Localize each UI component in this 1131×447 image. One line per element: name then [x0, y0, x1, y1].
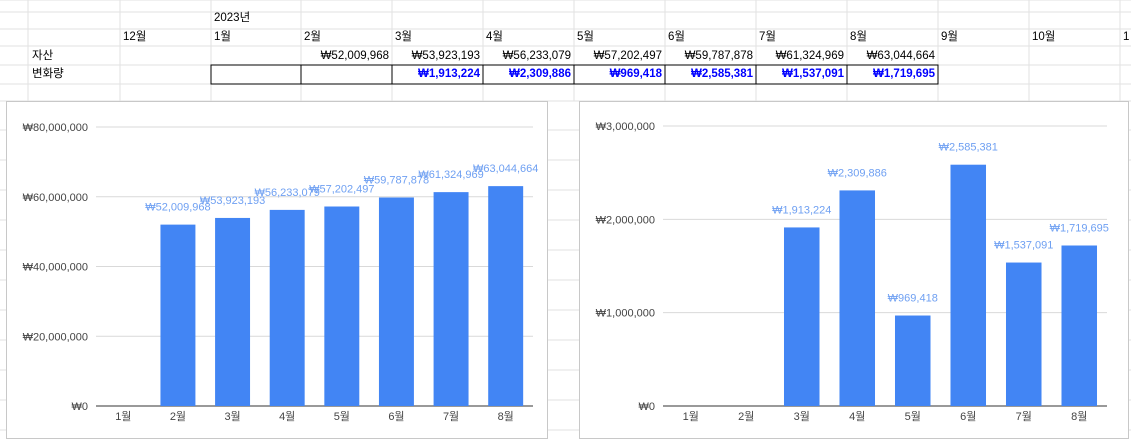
y-tick-label: ₩2,000,000 [596, 214, 655, 226]
x-tick-label: 7월 [443, 410, 459, 423]
month-header[interactable]: 12월 [123, 31, 147, 43]
x-tick-label: 5월 [905, 410, 921, 423]
bar[interactable] [1061, 245, 1098, 406]
cell-value[interactable]: ₩1,537,091 [781, 68, 844, 80]
bar[interactable] [894, 315, 931, 406]
month-header[interactable]: 2월 [304, 31, 321, 43]
year-label[interactable]: 2023년 [214, 12, 251, 24]
bar[interactable] [378, 197, 414, 406]
row-label-assets[interactable]: 자산 [32, 50, 54, 62]
x-tick-label: 4월 [849, 410, 865, 423]
month-header[interactable]: 3월 [395, 31, 412, 43]
cell-value[interactable]: ₩1,913,224 [417, 68, 480, 80]
cell-value[interactable]: ₩2,309,886 [508, 68, 571, 80]
y-tick-label: ₩0 [639, 401, 656, 413]
data-label: ₩61,324,969 [418, 169, 483, 181]
month-header[interactable]: 1 [1123, 31, 1130, 43]
x-tick-label: 1월 [115, 410, 131, 423]
assets-chart[interactable]: ₩0 ₩20,000,000 ₩40,000,000 ₩60,000,000 ₩80,0… [6, 101, 548, 439]
month-header[interactable]: 6월 [668, 31, 685, 43]
bar[interactable] [1005, 262, 1042, 406]
month-header[interactable]: 4월 [486, 31, 503, 43]
x-tick-label: 3월 [224, 410, 240, 423]
x-tick-label: 5월 [334, 410, 350, 423]
cell-value[interactable]: ₩61,324,969 [775, 50, 844, 62]
x-tick-label: 2월 [738, 410, 754, 423]
y-tick-label: ₩1,000,000 [596, 308, 655, 320]
data-label: ₩57,202,497 [309, 184, 374, 196]
data-label: ₩56,233,079 [254, 187, 319, 199]
cell-value[interactable]: ₩59,787,878 [684, 50, 753, 62]
data-label: ₩1,537,091 [994, 240, 1053, 252]
cell-value[interactable]: ₩56,233,079 [502, 50, 571, 62]
month-header[interactable]: 5월 [577, 31, 594, 43]
y-tick-label: ₩60,000,000 [23, 192, 88, 204]
month-header[interactable]: 10월 [1032, 31, 1056, 43]
bar[interactable] [839, 190, 876, 406]
bar[interactable] [783, 227, 820, 406]
data-label: ₩2,585,381 [939, 142, 998, 154]
y-tick-label: ₩40,000,000 [23, 262, 88, 274]
x-tick-label: 8월 [498, 410, 514, 423]
data-label: ₩53,923,193 [200, 195, 265, 207]
y-tick-label: ₩3,000,000 [596, 121, 655, 133]
x-tick-label: 4월 [279, 410, 295, 423]
bar[interactable] [433, 192, 469, 406]
row-label-change[interactable]: 변화량 [32, 68, 64, 80]
data-label: ₩2,309,886 [828, 167, 887, 179]
cell-value[interactable]: ₩57,202,497 [593, 50, 662, 62]
assets-bar-chart: ₩0 ₩20,000,000 ₩40,000,000 ₩60,000,000 ₩80,0… [23, 122, 539, 423]
cell-value[interactable]: ₩1,719,695 [872, 68, 935, 80]
x-tick-label: 7월 [1016, 410, 1032, 423]
x-tick-label: 1월 [683, 410, 699, 423]
x-tick-label: 8월 [1071, 410, 1087, 423]
x-tick-label: 6월 [388, 410, 404, 423]
data-label: ₩969,418 [888, 293, 938, 305]
data-label: ₩1,719,695 [1050, 222, 1109, 234]
y-tick-label: ₩20,000,000 [23, 331, 88, 343]
x-tick-label: 2월 [170, 410, 186, 423]
change-chart[interactable]: ₩0 ₩1,000,000 ₩2,000,000 ₩3,000,000 1월 2월 ₩1,9… [579, 101, 1129, 439]
data-label: ₩52,009,968 [145, 202, 210, 214]
month-header[interactable]: 9월 [941, 31, 958, 43]
month-header[interactable]: 8월 [850, 31, 867, 43]
y-tick-label: ₩0 [72, 401, 89, 413]
cell-value[interactable]: ₩2,585,381 [690, 68, 753, 80]
x-tick-label: 3월 [794, 410, 810, 423]
x-tick-label: 6월 [960, 410, 976, 423]
y-tick-label: ₩80,000,000 [23, 122, 88, 134]
bar[interactable] [324, 206, 360, 406]
cell-value[interactable]: ₩53,923,193 [411, 50, 480, 62]
data-label: ₩59,787,878 [364, 174, 429, 186]
cell-value[interactable]: ₩52,009,968 [320, 50, 389, 62]
bar[interactable] [269, 209, 305, 406]
data-label: ₩63,044,664 [473, 163, 538, 175]
bar[interactable] [215, 217, 251, 406]
bar[interactable] [160, 224, 196, 406]
data-label: ₩1,913,224 [772, 204, 831, 216]
change-bar-chart: ₩0 ₩1,000,000 ₩2,000,000 ₩3,000,000 1월 2월 ₩1,9… [596, 121, 1109, 423]
month-header[interactable]: 1월 [214, 31, 231, 43]
cell-value[interactable]: ₩63,044,664 [866, 50, 935, 62]
cell-value[interactable]: ₩969,418 [609, 68, 662, 80]
bar[interactable] [950, 164, 987, 406]
month-header[interactable]: 7월 [759, 31, 776, 43]
bar[interactable] [488, 186, 524, 406]
